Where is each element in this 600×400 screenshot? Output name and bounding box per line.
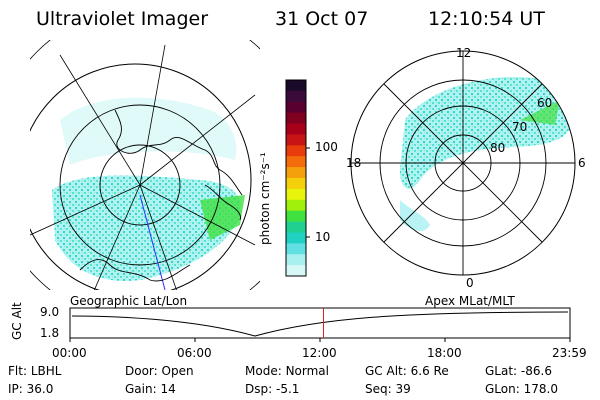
info-glon: GLon: 178.0 (485, 382, 558, 396)
info-flt-value: LBHL (30, 364, 62, 378)
timeline-ytick-low: 1.8 (40, 326, 60, 340)
info-flt-label: Flt: (8, 364, 27, 378)
colorbar-swatch (286, 101, 306, 114)
colorbar-swatch (286, 210, 306, 223)
colorbar-tick-100: 100 (315, 140, 338, 154)
colorbar-swatch (286, 80, 306, 92)
colorbar-swatch (286, 254, 306, 266)
timeline-xtick-1800: 18:00 (427, 346, 462, 360)
colorbar-swatch (286, 221, 306, 233)
info-ip-label: IP: (8, 382, 23, 396)
instrument-title: Ultraviolet Imager (36, 8, 209, 30)
mlt-label-0: 0 (466, 276, 474, 290)
colorbar-swatch (286, 178, 306, 190)
info-glat: GLat: -86.6 (485, 364, 552, 378)
right-panel-caption: Apex MLat/MLT (425, 294, 515, 308)
colorbar-tick-10: 10 (315, 230, 331, 244)
geographic-map (30, 40, 260, 290)
info-flt: Flt: LBHL (8, 364, 61, 378)
colorbar-swatch (286, 112, 306, 125)
info-glat-value: -86.6 (520, 364, 552, 378)
colorbar-swatch (286, 188, 306, 201)
info-dsp-value: -5.1 (275, 382, 300, 396)
colorbar-swatch (286, 90, 306, 103)
colorbar-label: photon cm⁻²s⁻¹ (258, 152, 272, 245)
colorbar (285, 79, 310, 277)
info-gain-label: Gain: (125, 382, 157, 396)
timeline-xtick-1200: 12:00 (302, 346, 337, 360)
colorbar-swatch (286, 199, 306, 212)
colorbar-swatch (286, 134, 306, 146)
colorbar-swatch (286, 265, 306, 277)
info-seq: Seq: 39 (365, 382, 411, 396)
info-mode: Mode: Normal (245, 364, 329, 378)
info-door-value: Open (161, 364, 194, 378)
colorbar-swatch (286, 167, 306, 179)
observation-date: 31 Oct 07 (275, 8, 369, 30)
mlat-label-80: 80 (490, 141, 506, 155)
colorbar-swatch (286, 145, 306, 157)
observation-time: 12:10:54 UT (428, 8, 545, 30)
info-glon-label: GLon: (485, 382, 520, 396)
info-mode-value: Normal (285, 364, 329, 378)
info-gain-value: 14 (160, 382, 176, 396)
colorbar-swatch (286, 156, 306, 168)
info-glat-label: GLat: (485, 364, 518, 378)
mlt-label-12: 12 (456, 46, 472, 60)
left-panel-caption: Geographic Lat/Lon (70, 294, 188, 308)
timeline-ylabel: GC Alt (10, 302, 24, 340)
info-gain: Gain: 14 (125, 382, 176, 396)
info-gcalt-value: 6.6 Re (410, 364, 449, 378)
info-door-label: Door: (125, 364, 158, 378)
colorbar-swatch (286, 243, 306, 255)
mlt-label-6: 6 (578, 156, 586, 170)
timeline-xtick-0000: 00:00 (52, 346, 87, 360)
info-seq-value: 39 (395, 382, 411, 396)
info-ip: IP: 36.0 (8, 382, 53, 396)
info-gcalt-label: GC Alt: (365, 364, 407, 378)
colorbar-frame (285, 79, 307, 277)
mlat-label-70: 70 (512, 120, 528, 134)
timeline-plot (69, 307, 571, 342)
info-mode-label: Mode: (245, 364, 282, 378)
timeline-xtick-2359: 23:59 (552, 346, 587, 360)
info-gcalt: GC Alt: 6.6 Re (365, 364, 449, 378)
info-dsp-label: Dsp: (245, 382, 273, 396)
colorbar-swatch (286, 123, 306, 135)
info-ip-value: 36.0 (26, 382, 54, 396)
info-glon-value: 178.0 (523, 382, 558, 396)
timeline-ytick-high: 9.0 (40, 305, 60, 319)
mlat-label-60: 60 (537, 96, 553, 110)
info-dsp: Dsp: -5.1 (245, 382, 299, 396)
timeline-xtick-0600: 06:00 (177, 346, 212, 360)
mlt-label-18: 18 (346, 156, 362, 170)
info-door: Door: Open (125, 364, 194, 378)
polar-plot (350, 50, 576, 276)
colorbar-swatch (286, 232, 306, 244)
info-seq-label: Seq: (365, 382, 392, 396)
